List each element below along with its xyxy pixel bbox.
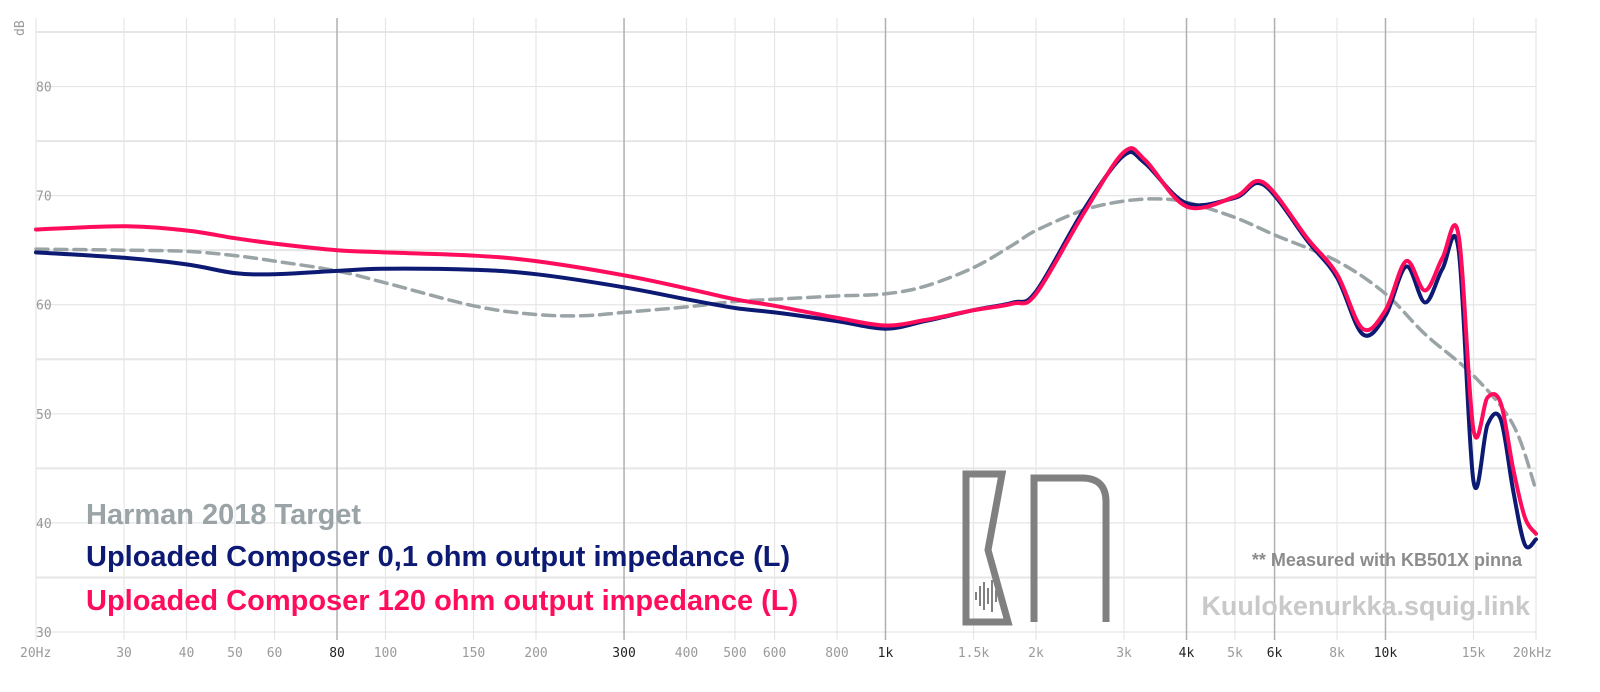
x-tick-label: 20Hz [20, 646, 51, 661]
x-tick-label: 30 [116, 646, 132, 661]
x-tick-label: 50 [227, 646, 243, 661]
y-tick-label: 60 [36, 299, 52, 314]
x-tick-label: 8k [1329, 646, 1345, 661]
x-tick-label: 800 [825, 646, 848, 661]
x-tick-label: 3k [1116, 646, 1132, 661]
composer-120-ohm-curve [34, 146, 1538, 536]
x-tick-label: 400 [675, 646, 698, 661]
x-tick-label: 200 [524, 646, 547, 661]
site-watermark: Kuulokenurkka.squig.link [1201, 591, 1531, 621]
legend: Harman 2018 Target Uploaded Composer 0,1… [86, 499, 798, 617]
x-tick-label: 6k [1267, 646, 1283, 661]
x-tick-label: 80 [329, 646, 345, 661]
y-axis-label: dB [13, 20, 28, 36]
x-tick-label: 300 [612, 646, 635, 661]
composer-0-1-ohm-curve [34, 150, 1538, 550]
y-tick-label: 30 [36, 626, 52, 641]
x-tick-label: 60 [267, 646, 283, 661]
y-axis-ticks: 30 40 50 60 70 80 [36, 81, 52, 641]
measurement-note: ** Measured with KB501X pinna [1252, 550, 1523, 570]
x-tick-label: 15k [1462, 646, 1486, 661]
x-tick-label: 10k [1374, 646, 1398, 661]
y-tick-label: 50 [36, 408, 52, 423]
series-layer [34, 146, 1538, 550]
x-tick-label: 100 [374, 646, 397, 661]
legend-entry-composer-0-1-ohm: Uploaded Composer 0,1 ohm output impedan… [86, 541, 790, 573]
legend-entry-composer-120-ohm: Uploaded Composer 120 ohm output impedan… [86, 585, 798, 617]
kn-logo-icon [962, 470, 1110, 626]
x-tick-label: 600 [763, 646, 786, 661]
x-tick-label: 150 [462, 646, 485, 661]
legend-entry-harman-target: Harman 2018 Target [86, 499, 361, 531]
x-axis-ticks: 20Hz 30 40 50 60 80 100 150 200 300 400 500 600 800 1k… [20, 646, 1552, 661]
x-tick-label: 5k [1227, 646, 1243, 661]
y-tick-label: 40 [36, 517, 52, 532]
x-tick-label: 1k [878, 646, 894, 661]
x-tick-label: 40 [179, 646, 195, 661]
x-tick-label: 1.5k [958, 646, 989, 661]
x-tick-label: 500 [723, 646, 746, 661]
x-tick-label: 20kHz [1513, 646, 1552, 661]
y-tick-label: 70 [36, 190, 52, 205]
y-tick-label: 80 [36, 81, 52, 96]
x-tick-label: 4k [1179, 646, 1195, 661]
grid [35, 18, 1537, 640]
x-tick-label: 2k [1028, 646, 1044, 661]
